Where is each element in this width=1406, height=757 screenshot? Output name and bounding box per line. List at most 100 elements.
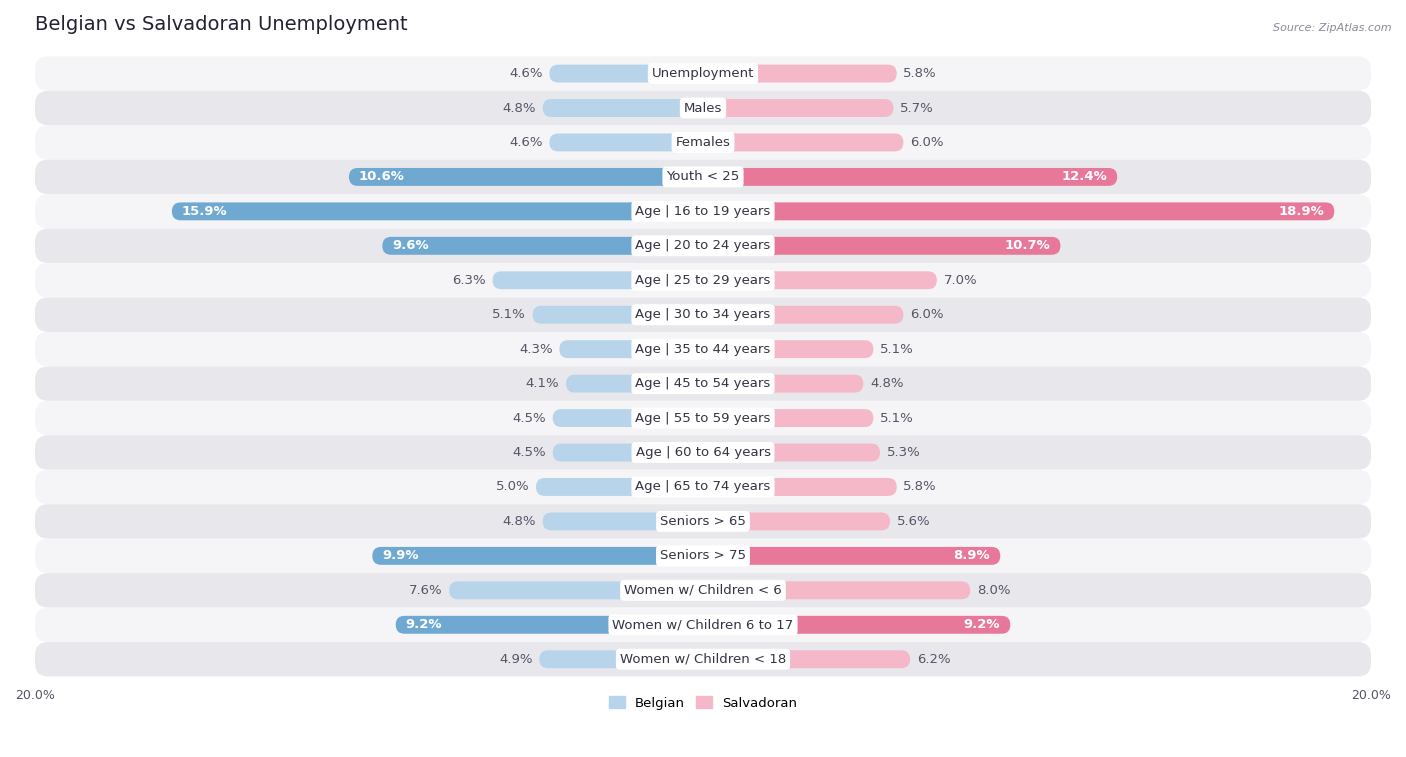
Text: 4.8%: 4.8% — [870, 377, 904, 390]
FancyBboxPatch shape — [703, 409, 873, 427]
FancyBboxPatch shape — [35, 539, 1371, 573]
Text: Age | 45 to 54 years: Age | 45 to 54 years — [636, 377, 770, 390]
Text: Women w/ Children 6 to 17: Women w/ Children 6 to 17 — [613, 618, 793, 631]
FancyBboxPatch shape — [35, 56, 1371, 91]
FancyBboxPatch shape — [373, 547, 703, 565]
FancyBboxPatch shape — [35, 160, 1371, 194]
FancyBboxPatch shape — [35, 125, 1371, 160]
Text: 9.2%: 9.2% — [963, 618, 1000, 631]
Text: 7.0%: 7.0% — [943, 274, 977, 287]
Text: 4.6%: 4.6% — [509, 67, 543, 80]
FancyBboxPatch shape — [35, 470, 1371, 504]
Text: 4.1%: 4.1% — [526, 377, 560, 390]
Text: Age | 35 to 44 years: Age | 35 to 44 years — [636, 343, 770, 356]
Text: 6.0%: 6.0% — [910, 308, 943, 321]
Text: Age | 55 to 59 years: Age | 55 to 59 years — [636, 412, 770, 425]
FancyBboxPatch shape — [703, 581, 970, 600]
Text: 4.5%: 4.5% — [512, 446, 546, 459]
FancyBboxPatch shape — [35, 263, 1371, 298]
Text: Males: Males — [683, 101, 723, 114]
FancyBboxPatch shape — [550, 133, 703, 151]
Text: 5.3%: 5.3% — [887, 446, 921, 459]
Text: Age | 20 to 24 years: Age | 20 to 24 years — [636, 239, 770, 252]
FancyBboxPatch shape — [703, 237, 1060, 255]
FancyBboxPatch shape — [35, 298, 1371, 332]
Text: 4.6%: 4.6% — [509, 136, 543, 149]
Text: 9.9%: 9.9% — [382, 550, 419, 562]
FancyBboxPatch shape — [703, 478, 897, 496]
FancyBboxPatch shape — [35, 366, 1371, 401]
Text: Belgian vs Salvadoran Unemployment: Belgian vs Salvadoran Unemployment — [35, 15, 408, 34]
Text: 5.1%: 5.1% — [880, 412, 914, 425]
FancyBboxPatch shape — [35, 608, 1371, 642]
Text: Youth < 25: Youth < 25 — [666, 170, 740, 183]
FancyBboxPatch shape — [382, 237, 703, 255]
Text: Age | 16 to 19 years: Age | 16 to 19 years — [636, 205, 770, 218]
Text: Age | 25 to 29 years: Age | 25 to 29 years — [636, 274, 770, 287]
FancyBboxPatch shape — [35, 401, 1371, 435]
FancyBboxPatch shape — [35, 573, 1371, 608]
Text: 18.9%: 18.9% — [1278, 205, 1324, 218]
Text: 6.2%: 6.2% — [917, 653, 950, 665]
FancyBboxPatch shape — [533, 306, 703, 324]
FancyBboxPatch shape — [540, 650, 703, 668]
Text: 4.5%: 4.5% — [512, 412, 546, 425]
Text: 6.0%: 6.0% — [910, 136, 943, 149]
Text: 8.9%: 8.9% — [953, 550, 990, 562]
Text: 5.8%: 5.8% — [904, 67, 936, 80]
FancyBboxPatch shape — [35, 642, 1371, 677]
FancyBboxPatch shape — [703, 616, 1011, 634]
Text: Age | 30 to 34 years: Age | 30 to 34 years — [636, 308, 770, 321]
Text: Women w/ Children < 6: Women w/ Children < 6 — [624, 584, 782, 597]
FancyBboxPatch shape — [703, 202, 1334, 220]
Text: 15.9%: 15.9% — [181, 205, 228, 218]
Text: 4.9%: 4.9% — [499, 653, 533, 665]
FancyBboxPatch shape — [703, 547, 1000, 565]
FancyBboxPatch shape — [35, 91, 1371, 125]
Text: Seniors > 75: Seniors > 75 — [659, 550, 747, 562]
Text: 9.6%: 9.6% — [392, 239, 429, 252]
FancyBboxPatch shape — [703, 133, 904, 151]
Text: 5.6%: 5.6% — [897, 515, 931, 528]
FancyBboxPatch shape — [35, 504, 1371, 539]
FancyBboxPatch shape — [349, 168, 703, 186]
FancyBboxPatch shape — [449, 581, 703, 600]
FancyBboxPatch shape — [35, 194, 1371, 229]
Text: 10.6%: 10.6% — [359, 170, 405, 183]
FancyBboxPatch shape — [543, 99, 703, 117]
FancyBboxPatch shape — [553, 444, 703, 462]
Text: 10.7%: 10.7% — [1005, 239, 1050, 252]
FancyBboxPatch shape — [550, 64, 703, 83]
FancyBboxPatch shape — [703, 375, 863, 393]
Text: 5.1%: 5.1% — [492, 308, 526, 321]
FancyBboxPatch shape — [703, 340, 873, 358]
FancyBboxPatch shape — [172, 202, 703, 220]
FancyBboxPatch shape — [703, 650, 910, 668]
Text: 9.2%: 9.2% — [406, 618, 443, 631]
Text: 4.3%: 4.3% — [519, 343, 553, 356]
FancyBboxPatch shape — [395, 616, 703, 634]
Text: Source: ZipAtlas.com: Source: ZipAtlas.com — [1274, 23, 1392, 33]
Text: 4.8%: 4.8% — [502, 515, 536, 528]
FancyBboxPatch shape — [543, 512, 703, 531]
Text: 4.8%: 4.8% — [502, 101, 536, 114]
Legend: Belgian, Salvadoran: Belgian, Salvadoran — [603, 691, 803, 715]
FancyBboxPatch shape — [35, 332, 1371, 366]
Text: Unemployment: Unemployment — [652, 67, 754, 80]
FancyBboxPatch shape — [703, 64, 897, 83]
Text: 8.0%: 8.0% — [977, 584, 1011, 597]
Text: 12.4%: 12.4% — [1062, 170, 1107, 183]
FancyBboxPatch shape — [553, 409, 703, 427]
FancyBboxPatch shape — [35, 229, 1371, 263]
FancyBboxPatch shape — [35, 435, 1371, 470]
Text: Age | 60 to 64 years: Age | 60 to 64 years — [636, 446, 770, 459]
FancyBboxPatch shape — [536, 478, 703, 496]
FancyBboxPatch shape — [492, 271, 703, 289]
Text: 5.1%: 5.1% — [880, 343, 914, 356]
Text: Females: Females — [675, 136, 731, 149]
FancyBboxPatch shape — [560, 340, 703, 358]
Text: Women w/ Children < 18: Women w/ Children < 18 — [620, 653, 786, 665]
Text: 5.8%: 5.8% — [904, 481, 936, 494]
FancyBboxPatch shape — [703, 99, 893, 117]
Text: 5.0%: 5.0% — [496, 481, 529, 494]
